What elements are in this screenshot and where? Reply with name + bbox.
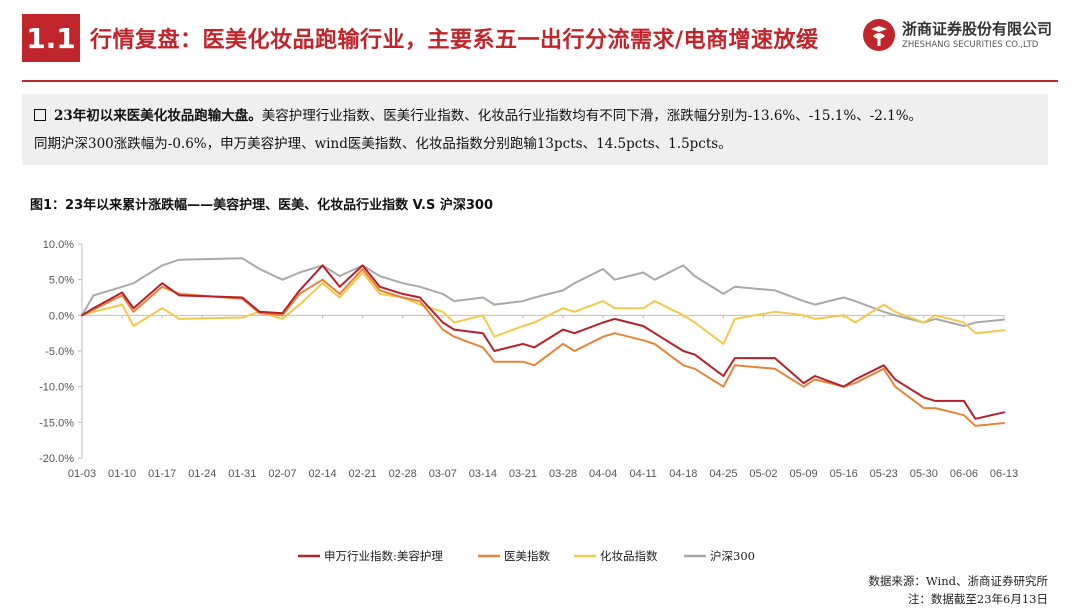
x-tick-label: 01-24: [188, 468, 216, 480]
legend-label: 医美指数: [504, 549, 550, 563]
series-line-2: [81, 271, 1005, 345]
logo-text-en: ZHESHANG SECURITIES CO.,LTD: [902, 40, 1039, 50]
y-tick-label: -15.0%: [39, 417, 74, 429]
summary-box: 23年初以来医美化妆品跑输大盘。美容护理行业指数、医美行业指数、化妆品行业指数均…: [22, 94, 1048, 165]
x-tick-label: 04-25: [709, 468, 737, 480]
x-tick-label: 05-23: [870, 468, 898, 480]
summary-lead: 23年初以来医美化妆品跑输大盘。: [54, 108, 262, 124]
x-tick-label: 03-07: [429, 468, 457, 480]
summary-line-1: 23年初以来医美化妆品跑输大盘。美容护理行业指数、医美行业指数、化妆品行业指数均…: [34, 102, 1038, 130]
x-tick-label: 04-04: [589, 468, 617, 480]
summary-line-2: 同期沪深300涨跌幅为-0.6%，申万美容护理、wind医美指数、化妆品指数分别…: [34, 136, 732, 152]
x-tick-label: 06-06: [950, 468, 978, 480]
x-tick-label: 03-14: [469, 468, 497, 480]
y-tick-label: -20.0%: [39, 453, 74, 465]
x-tick-label: 01-10: [108, 468, 136, 480]
x-tick-label: 05-09: [789, 468, 817, 480]
x-tick-label: 01-17: [148, 468, 176, 480]
x-tick-label: 05-02: [749, 468, 777, 480]
logo-text-cn: 浙商证券股份有限公司: [902, 20, 1053, 38]
header-divider: [22, 80, 1058, 82]
x-tick-label: 02-21: [349, 468, 377, 480]
figure-title: 图1：23年以来累计涨跌幅——美容护理、医美、化妆品行业指数 V.S 沪深300: [30, 198, 494, 213]
x-tick-label: 02-07: [268, 468, 296, 480]
summary-line-1-text: 美容护理行业指数、医美行业指数、化妆品行业指数均有不同下滑，涨跌幅分别为-13.…: [261, 108, 923, 124]
x-tick-label: 06-13: [990, 468, 1018, 480]
legend-label: 化妆品指数: [600, 549, 658, 563]
source-line: 数据来源：Wind、浙商证券研究所: [868, 574, 1048, 588]
section-number: 1.1: [22, 14, 80, 62]
y-tick-label: 10.0%: [43, 239, 74, 251]
y-tick-label: 0.0%: [49, 310, 74, 322]
x-tick-label: 01-03: [68, 468, 96, 480]
x-tick-label: 03-21: [509, 468, 537, 480]
x-tick-label: 05-30: [910, 468, 938, 480]
x-tick-label: 05-16: [830, 468, 858, 480]
line-chart: 10.0% 5.0% 0.0% -5.0% -10.0% -15.0% -20.0% 01-0…: [39, 239, 1018, 563]
y-tick-label: -5.0%: [45, 346, 74, 358]
data-cutoff-note: 注：数据截至23年6月13日: [907, 592, 1048, 606]
x-tick-label: 04-18: [669, 468, 697, 480]
x-tick-label: 01-31: [228, 468, 256, 480]
x-tick-label: 04-11: [630, 468, 657, 480]
legend-label: 沪深300: [710, 549, 755, 563]
y-tick-label: 5.0%: [49, 275, 74, 287]
series-line-1: [81, 268, 1005, 427]
x-tick-label: 02-28: [389, 468, 417, 480]
legend-label: 申万行业指数:美容护理: [324, 549, 443, 563]
slide-header: 1.1 行情复盘：医美化妆品跑输行业，主要系五一出行分流需求/电商增速放缓 浙商…: [0, 0, 1080, 82]
source-note: 数据来源：Wind、浙商证券研究所 注：数据截至23年6月13日: [868, 572, 1048, 608]
company-logo: 浙商证券股份有限公司 ZHESHANG SECURITIES CO.,LTD: [862, 16, 1058, 56]
series-line-0: [81, 264, 1005, 420]
slide-title: 行情复盘：医美化妆品跑输行业，主要系五一出行分流需求/电商增速放缓: [90, 28, 819, 53]
x-tick-label: 02-14: [308, 468, 336, 480]
series-line-3: [81, 257, 1005, 327]
zheshang-logo-icon: [863, 19, 895, 51]
y-tick-label: -10.0%: [39, 382, 74, 394]
x-tick-label: 03-28: [549, 468, 577, 480]
checkbox-bullet-icon: [34, 109, 46, 121]
